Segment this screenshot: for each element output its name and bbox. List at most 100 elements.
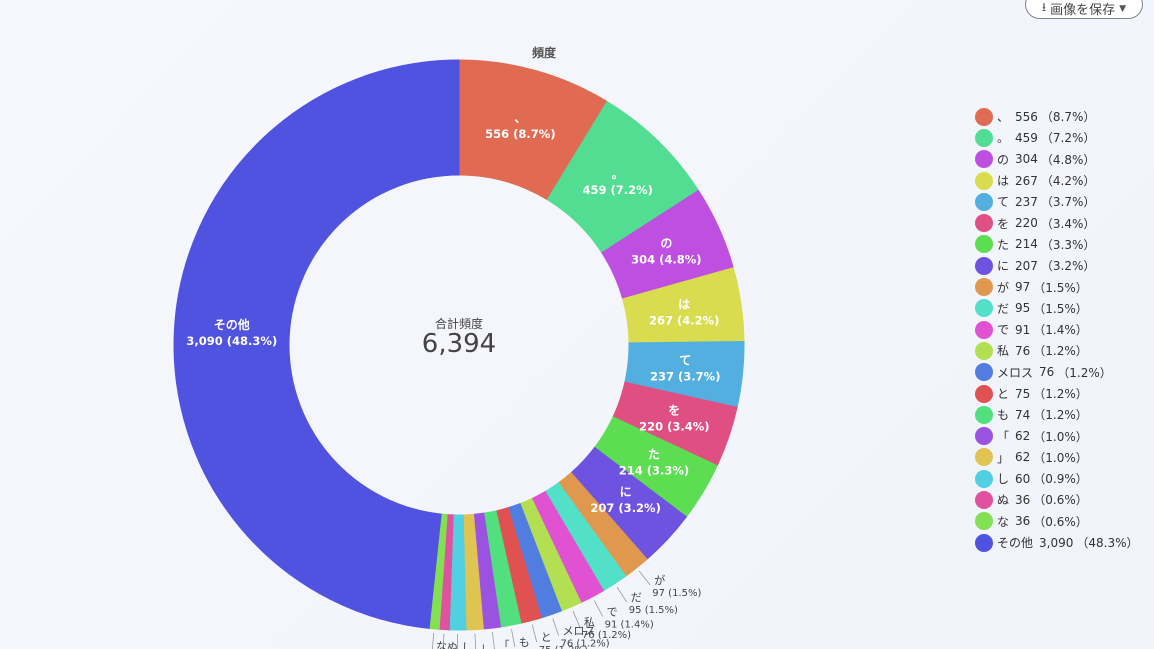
- slice-20[interactable]: [173, 59, 460, 629]
- legend-label-18: ぬ: [997, 493, 1010, 508]
- legend-swatch-8: [975, 278, 993, 297]
- slice-value-4: 237 (3.7%): [650, 370, 720, 384]
- legend-label-12: メロス: [997, 365, 1034, 380]
- legend-value-2: 304: [1015, 152, 1038, 167]
- slice-label-6: た: [648, 447, 660, 461]
- legend-swatch-4: [975, 192, 993, 211]
- legend-item-11[interactable]: 私 76 （1.2%）: [975, 340, 1139, 361]
- leader-line-12: [552, 618, 559, 636]
- slice-label-19: な: [436, 640, 447, 649]
- legend-label-10: で: [997, 323, 1010, 338]
- legend-item-18[interactable]: ぬ 36 （0.6%）: [975, 489, 1139, 510]
- legend-percent-4: （3.7%）: [1040, 195, 1096, 210]
- legend-label-6: た: [997, 237, 1010, 252]
- legend-label-9: だ: [997, 301, 1010, 316]
- legend-item-3[interactable]: は 267 （4.2%）: [975, 170, 1139, 191]
- center-label: 合計頻度: [435, 316, 483, 331]
- legend-percent-15: （1.0%）: [1033, 429, 1088, 444]
- legend-swatch-9: [975, 299, 993, 318]
- legend-value-7: 207: [1015, 258, 1038, 273]
- slice-value-12: 76 (1.2%): [561, 638, 610, 649]
- legend-item-15[interactable]: 「 62 （1.0%）: [975, 425, 1139, 446]
- legend-item-0[interactable]: 、 556 （8.7%）: [975, 106, 1139, 127]
- legend-item-1[interactable]: 。 459 （7.2%）: [975, 127, 1139, 148]
- leader-line-13: [531, 624, 538, 643]
- slice-value-0: 556 (8.7%): [485, 127, 555, 141]
- legend-item-12[interactable]: メロス 76 （1.2%）: [975, 362, 1139, 383]
- legend-item-9[interactable]: だ 95 （1.5%）: [975, 298, 1139, 319]
- legend-swatch-5: [975, 214, 993, 233]
- legend-percent-12: （1.2%）: [1057, 365, 1112, 380]
- slice-value-3: 267 (4.2%): [649, 313, 719, 327]
- slice-value-20: 3,090 (48.3%): [186, 334, 277, 348]
- slice-label-1: 。: [612, 167, 624, 181]
- slice-value-11: 76 (1.2%): [582, 630, 631, 641]
- slice-label-0: 、: [514, 111, 526, 125]
- legend-percent-6: （3.3%）: [1040, 237, 1096, 252]
- legend-item-17[interactable]: し 60 （0.9%）: [975, 468, 1139, 489]
- legend-value-18: 36: [1015, 492, 1031, 507]
- legend-swatch-18: [975, 490, 993, 509]
- legend-label-2: の: [997, 152, 1010, 167]
- legend-item-6[interactable]: た 214 （3.3%）: [975, 234, 1139, 255]
- slice-value-2: 304 (4.8%): [631, 252, 701, 266]
- legend-label-7: に: [997, 259, 1010, 274]
- slice-label-10: で: [607, 605, 618, 618]
- legend-percent-18: （0.6%）: [1033, 493, 1088, 508]
- legend-label-1: 。: [997, 131, 1010, 146]
- legend-item-7[interactable]: に 207 （3.2%）: [975, 255, 1139, 276]
- legend-value-17: 60: [1015, 471, 1031, 486]
- legend-percent-8: （1.5%）: [1033, 280, 1088, 295]
- legend-value-4: 237: [1015, 194, 1038, 209]
- legend-value-6: 214: [1015, 237, 1038, 252]
- legend-swatch-16: [975, 448, 993, 467]
- legend-percent-13: （1.2%）: [1033, 387, 1088, 401]
- slice-label-17: し: [461, 641, 472, 649]
- legend-item-2[interactable]: の 304 （4.8%）: [975, 149, 1139, 170]
- legend-value-13: 75: [1015, 386, 1031, 401]
- legend-item-16[interactable]: 」 62 （1.0%）: [975, 447, 1139, 468]
- leader-line-14: [511, 629, 516, 647]
- legend-swatch-19: [975, 512, 993, 531]
- legend-percent-3: （4.2%）: [1040, 174, 1096, 189]
- legend-percent-16: （1.0%）: [1033, 450, 1088, 465]
- slice-label-13: と: [541, 631, 552, 644]
- legend-item-13[interactable]: と 75 （1.2%）: [975, 383, 1139, 404]
- legend-label-19: な: [997, 514, 1010, 529]
- slice-value-6: 214 (3.3%): [619, 463, 689, 477]
- legend-item-4[interactable]: て 237 （3.7%）: [975, 191, 1139, 212]
- legend-item-8[interactable]: が 97 （1.5%）: [975, 276, 1139, 297]
- slice-label-15: 「: [499, 639, 510, 649]
- legend-swatch-0: [975, 107, 993, 126]
- leader-line-15: [492, 632, 495, 649]
- legend-value-3: 267: [1015, 173, 1038, 188]
- legend-swatch-20: [975, 533, 993, 552]
- legend-label-14: も: [997, 408, 1010, 423]
- download-icon: ⭳: [1041, 0, 1047, 14]
- save-image-button[interactable]: ⭳ 画像を保存 ▼: [1025, 0, 1143, 19]
- legend-label-4: て: [997, 195, 1010, 210]
- legend-swatch-14: [975, 405, 993, 424]
- slice-value-13: 75 (1.2%): [539, 645, 588, 649]
- slice-label-3: は: [678, 297, 690, 311]
- slice-value-5: 220 (3.4%): [639, 419, 709, 433]
- slice-value-1: 459 (7.2%): [582, 183, 652, 197]
- chart-title: 頻度: [532, 45, 557, 60]
- legend-item-19[interactable]: な 36 （0.6%）: [975, 511, 1139, 532]
- center-value: 6,394: [422, 329, 496, 359]
- legend-value-8: 97: [1015, 280, 1031, 295]
- legend-percent-20: （48.3%）: [1076, 536, 1139, 551]
- slice-label-11: 私: [584, 616, 595, 629]
- legend-label-5: を: [997, 216, 1010, 231]
- slice-label-9: だ: [631, 591, 642, 604]
- legend: 、 556 （8.7%） 。 459 （7.2%） の 304 （4.8%） は 267 （4.2%）…: [975, 106, 1139, 553]
- save-image-label: 画像を保存: [1050, 3, 1116, 18]
- legend-value-11: 76: [1015, 343, 1031, 358]
- legend-swatch-17: [975, 469, 993, 488]
- legend-item-5[interactable]: を 220 （3.4%）: [975, 212, 1139, 233]
- legend-item-10[interactable]: で 91 （1.4%）: [975, 319, 1139, 340]
- legend-item-20[interactable]: その他 3,090 （48.3%）: [975, 532, 1139, 553]
- legend-item-14[interactable]: も 74 （1.2%）: [975, 404, 1139, 425]
- slice-label-5: を: [668, 403, 680, 417]
- legend-swatch-10: [975, 320, 993, 339]
